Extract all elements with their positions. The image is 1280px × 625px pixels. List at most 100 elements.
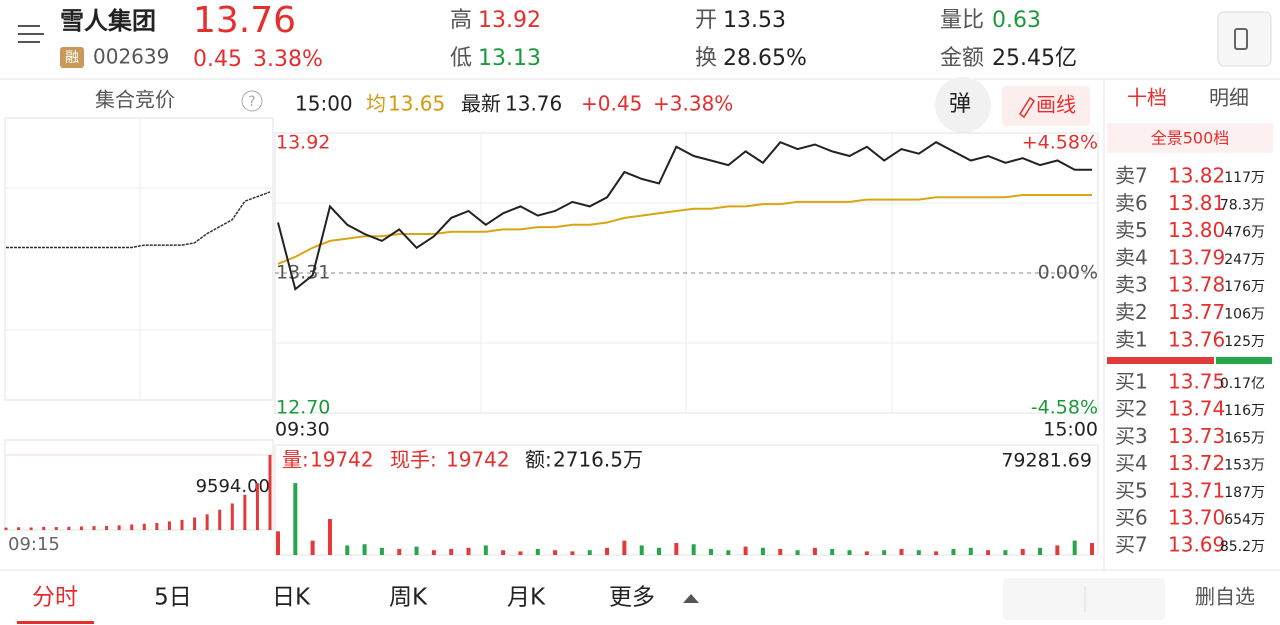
y2-tick-label: 0.00%: [1038, 262, 1098, 284]
vol-label: 量:: [282, 448, 309, 472]
tab[interactable]: 分时: [32, 585, 78, 611]
x-label: 15:00: [1043, 419, 1098, 441]
device-button[interactable]: [1217, 11, 1272, 67]
hand-label: 现手:: [390, 448, 437, 472]
stat-value: 28.65%: [723, 46, 807, 71]
stock-name: 雪人集团: [60, 7, 156, 35]
book-price: 13.80: [1168, 218, 1225, 242]
chart-change-pct: +3.38%: [653, 92, 733, 116]
stat-label: 量比: [940, 8, 984, 33]
book-tab[interactable]: 十档: [1127, 86, 1167, 110]
help-text: ?: [248, 94, 255, 110]
tab[interactable]: 月K: [507, 585, 546, 611]
volume-bar: [882, 550, 887, 555]
volume-bar: [1072, 540, 1077, 555]
book-volume: 165万: [1224, 430, 1265, 446]
amount-label: 额:: [525, 448, 552, 472]
average-line: [277, 194, 1092, 265]
auction-volume-bar: [205, 514, 209, 530]
stat-label: 开: [695, 8, 717, 33]
auction-grid: [5, 118, 273, 400]
depth-button[interactable]: 全景500档: [1151, 129, 1230, 148]
book-price: 13.74: [1168, 397, 1225, 421]
volume-frame: [274, 444, 1099, 556]
volume-bar: [310, 540, 315, 555]
more-arrow[interactable]: [683, 594, 699, 603]
auction-frame: [4, 117, 274, 401]
badge: 融: [65, 50, 79, 66]
auction-volume-bar: [54, 527, 58, 530]
auction-volume-frame: [4, 439, 274, 531]
device-icon: [1234, 28, 1248, 50]
volume-bar: [431, 550, 436, 555]
tab[interactable]: 周K: [389, 585, 428, 611]
tab[interactable]: 5日: [154, 585, 192, 611]
stat-value: 13.13: [478, 46, 541, 71]
auction-volume-bar: [255, 483, 259, 530]
stat-value: 25.45亿: [992, 46, 1077, 71]
book-side: 卖1: [1115, 327, 1148, 351]
popup-label: 弹: [949, 92, 971, 117]
volume-bar: [1020, 549, 1025, 555]
stat-value: 13.53: [723, 8, 786, 33]
volume-bar: [657, 547, 662, 555]
book-volume: 476万: [1224, 225, 1265, 241]
book-volume: 106万: [1224, 307, 1265, 323]
auction-volume-bar: [42, 526, 46, 530]
volume-bar: [778, 549, 783, 555]
help-icon[interactable]: [241, 90, 263, 112]
auction-line: [6, 191, 271, 249]
book-side: 买1: [1115, 370, 1148, 394]
stock-code: 002639: [93, 45, 169, 69]
y-tick-label: 12.70: [276, 397, 330, 419]
tool[interactable]: 删自选: [1195, 585, 1255, 609]
auction-volume-bar: [117, 525, 121, 530]
auction-volume-bar: [4, 527, 8, 530]
volume-bar: [327, 519, 332, 555]
volume-bar: [726, 550, 731, 555]
volume-bar: [570, 551, 575, 555]
auction-volume-bar: [243, 494, 247, 530]
tool-group: [1003, 578, 1165, 620]
stock-price: 13.76: [193, 0, 296, 41]
book-price: 13.81: [1168, 191, 1225, 215]
avg-value: 13.65: [388, 92, 445, 116]
volume-bar: [916, 550, 921, 555]
volume-bar: [397, 549, 402, 555]
book-price: 13.78: [1168, 273, 1225, 297]
volume-bar: [986, 550, 991, 555]
volume-bar: [639, 545, 644, 555]
book-side: 卖5: [1115, 218, 1148, 242]
volume-bar: [743, 546, 748, 555]
auction-volume-bar: [67, 526, 71, 530]
buy-bar: [1216, 357, 1272, 364]
volume-bar: [466, 547, 471, 555]
volume-bar: [864, 551, 869, 555]
change: 0.45: [193, 47, 242, 72]
auction-volume-bar: [92, 526, 96, 530]
volume-bar: [830, 549, 835, 555]
tab[interactable]: 日K: [272, 585, 311, 611]
vol-value: 19742: [310, 448, 374, 472]
volume-bar: [483, 545, 488, 555]
chart-time: 15:00: [295, 92, 353, 116]
auction-title: 集合竞价: [95, 88, 175, 112]
book-volume: 187万: [1224, 485, 1265, 501]
auction-volume-bar: [142, 523, 146, 530]
menu-icon[interactable]: [18, 25, 44, 43]
book-side: 卖3: [1115, 273, 1148, 297]
sell-bar: [1107, 357, 1214, 364]
book-price: 13.77: [1168, 300, 1225, 324]
book-side: 卖2: [1115, 300, 1148, 324]
book-volume: 153万: [1224, 458, 1265, 474]
popup-button[interactable]: [935, 77, 991, 133]
volume-bar: [1038, 547, 1043, 555]
book-side: 卖4: [1115, 245, 1148, 269]
chart-change: +0.45: [581, 92, 642, 116]
tab[interactable]: 更多: [609, 585, 655, 611]
volume-bar: [518, 551, 523, 555]
volume-max: 79281.69: [1001, 450, 1092, 472]
book-tab[interactable]: 明细: [1209, 86, 1249, 110]
book-volume: 176万: [1224, 279, 1265, 295]
volume-bar: [1090, 543, 1094, 555]
